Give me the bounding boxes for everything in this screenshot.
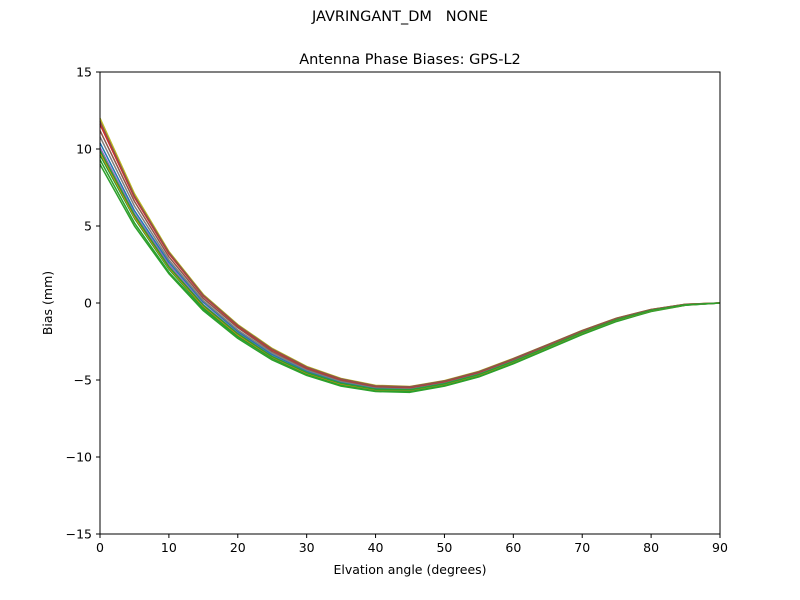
x-axis: 0 10 20 30 40 50 60 70 80 90 [96, 534, 728, 555]
y-tick-label: 5 [84, 219, 92, 234]
x-tick-label: 0 [96, 540, 104, 555]
x-tick-label: 60 [505, 540, 521, 555]
x-tick-label: 20 [230, 540, 246, 555]
x-axis-label: Elvation angle (degrees) [333, 562, 486, 577]
y-tick-label: −5 [74, 373, 92, 388]
y-tick-label: 10 [76, 142, 92, 157]
figure-suptitle: JAVRINGANT_DM NONE [311, 9, 488, 25]
y-axis: −15 −10 −5 0 5 10 15 [66, 65, 100, 542]
x-tick-label: 90 [712, 540, 728, 555]
x-tick-label: 30 [299, 540, 315, 555]
series-line-11 [99, 120, 721, 388]
y-axis-label: Bias (mm) [40, 271, 55, 335]
y-tick-label: −15 [66, 527, 92, 542]
series-line-12 [99, 150, 721, 391]
x-tick-label: 40 [368, 540, 384, 555]
x-tick-label: 70 [574, 540, 590, 555]
x-tick-label: 50 [436, 540, 452, 555]
y-tick-label: 15 [76, 65, 92, 80]
series-layer [99, 117, 721, 394]
x-tick-label: 10 [161, 540, 177, 555]
plot-area [100, 72, 720, 534]
x-tick-label: 80 [643, 540, 659, 555]
y-tick-label: −10 [66, 450, 92, 465]
chart-title: Antenna Phase Biases: GPS-L2 [299, 52, 521, 68]
y-tick-label: 0 [84, 296, 92, 311]
